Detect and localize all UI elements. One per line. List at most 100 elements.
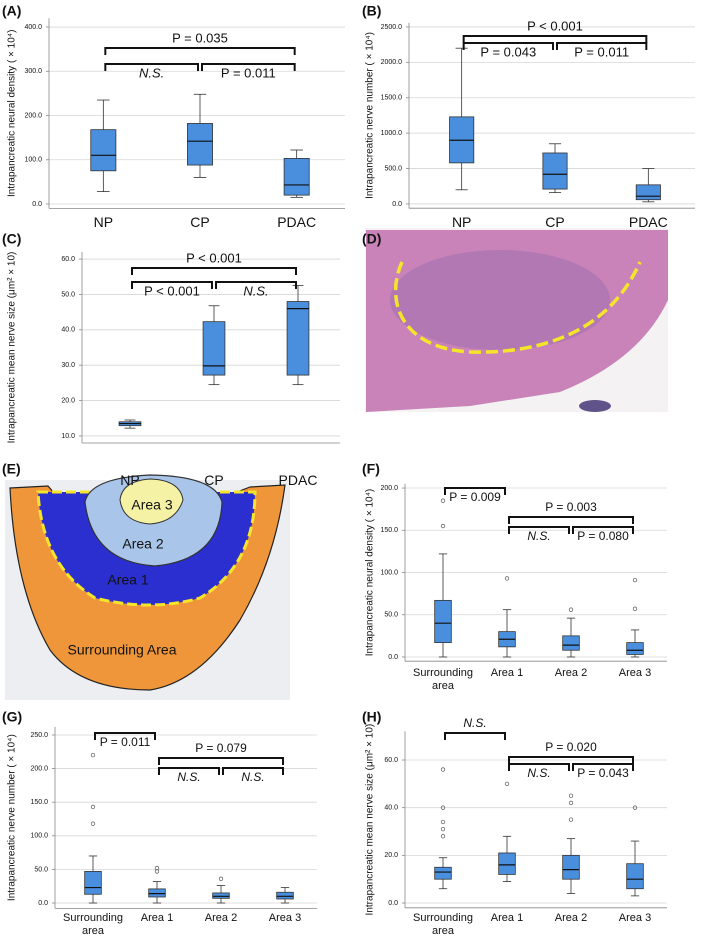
x-tick-label: Area 3 — [268, 912, 302, 924]
x-tick-label: NP — [120, 472, 140, 488]
y-tick-label: 2500.0 — [381, 24, 403, 31]
y-axis-label: Intrapancreatic mean nerve size (μm² × 1… — [365, 724, 376, 916]
box — [626, 863, 644, 890]
y-tick-label: 40.0 — [61, 327, 75, 334]
x-tick-label: Surrounding area — [413, 912, 473, 937]
x-tick-label: Area 3 — [618, 912, 652, 924]
y-tick-label: 150.0 — [30, 799, 48, 806]
area-map: Area 3 Area 2 Area 1 Surrounding Area — [5, 474, 290, 700]
outlier — [568, 607, 574, 612]
x-tick-label: Area 1 — [490, 667, 524, 679]
bracket — [508, 526, 570, 534]
panel-label: (A) — [2, 3, 21, 19]
outlier — [568, 793, 574, 798]
significance-label: P = 0.079 — [195, 741, 247, 755]
box — [434, 599, 452, 644]
region-label: Area 1 — [107, 572, 148, 588]
y-tick-label: 40.0 — [384, 805, 398, 812]
box — [148, 888, 166, 898]
y-tick-label: 50.0 — [34, 866, 48, 873]
box — [202, 321, 226, 376]
box — [562, 635, 580, 651]
bracket — [508, 756, 634, 764]
y-tick-label: 250.0 — [30, 732, 48, 739]
bracket — [572, 763, 634, 771]
bracket — [222, 767, 284, 775]
outlier — [154, 865, 160, 871]
significance-label: N.S. — [463, 716, 486, 730]
y-tick-label: 50.0 — [384, 612, 398, 619]
outlier — [440, 819, 446, 825]
x-tick-label: NP — [93, 214, 114, 230]
y-tick-label: 0.0 — [32, 201, 42, 208]
outlier — [440, 826, 446, 832]
x-tick-label: PDAC — [628, 214, 668, 230]
box — [187, 123, 213, 166]
box — [276, 891, 294, 900]
outlier — [90, 821, 96, 826]
outlier — [504, 781, 510, 786]
panel-label: (F) — [362, 461, 380, 477]
y-tick-label: 200.0 — [30, 765, 48, 772]
bracket — [572, 526, 634, 534]
y-tick-label: 2000.0 — [381, 59, 403, 66]
box — [84, 871, 102, 895]
box — [562, 854, 580, 880]
panel-label: (H) — [362, 709, 381, 725]
outlier — [632, 606, 638, 611]
y-axis-label: Intrapancreatic neural density ( × 10⁴) — [7, 30, 18, 197]
bracket — [462, 35, 648, 43]
y-tick-label: 20.0 — [61, 397, 75, 404]
x-tick-label: Area 2 — [554, 667, 588, 679]
box — [434, 866, 452, 880]
tumor-border — [393, 261, 642, 354]
y-tick-label: 30.0 — [61, 362, 75, 369]
bracket — [444, 732, 506, 740]
bracket — [94, 732, 156, 740]
bracket — [131, 281, 213, 289]
significance-label: P = 0.035 — [172, 30, 228, 45]
y-tick-label: 200.0 — [380, 485, 398, 492]
panel-label: (D) — [362, 231, 381, 247]
bracket — [462, 42, 554, 50]
bracket — [508, 763, 570, 771]
box — [498, 852, 516, 875]
significance-label: P = 0.020 — [545, 740, 597, 754]
significance-label: P = 0.080 — [577, 529, 629, 543]
bracket — [131, 267, 297, 275]
box — [286, 301, 310, 376]
x-tick-label: CP — [204, 472, 224, 488]
region-label: Area 3 — [131, 497, 172, 513]
box — [542, 152, 568, 190]
y-tick-label: 0.0 — [388, 654, 398, 661]
x-tick-label: CP — [190, 214, 210, 230]
bracket — [104, 63, 199, 71]
y-tick-label: 1500.0 — [381, 95, 403, 102]
y-tick-label: 0.0 — [38, 900, 48, 907]
region-label: Surrounding Area — [68, 642, 177, 658]
x-tick-label: PDAC — [277, 214, 317, 230]
bracket — [556, 42, 648, 50]
box — [635, 184, 661, 201]
significance-label: P = 0.009 — [449, 490, 501, 504]
y-axis-label: Intrapancreatic neural density ( × 10⁴) — [365, 489, 376, 656]
outlier — [90, 752, 96, 758]
outlier — [568, 817, 574, 822]
histology-image — [365, 228, 668, 412]
y-tick-label: 1000.0 — [381, 130, 403, 137]
y-tick-label: 100.0 — [30, 833, 48, 840]
x-tick-label: Area 2 — [554, 912, 588, 924]
significance-label: P = 0.003 — [545, 500, 597, 514]
x-tick-label: Area 3 — [618, 667, 652, 679]
box — [212, 892, 230, 899]
x-tick-label: Surrounding area — [413, 667, 473, 692]
y-axis-label: Intrapancreatic nerve number ( × 10⁴) — [365, 32, 376, 199]
x-tick-label: Area 1 — [140, 912, 174, 924]
y-tick-label: 60.0 — [61, 256, 75, 263]
x-tick-label: Area 1 — [490, 912, 524, 924]
y-tick-label: 100.0 — [24, 157, 42, 164]
significance-label: P < 0.001 — [527, 18, 583, 33]
y-axis-label: Intrapancreatic nerve number ( × 10⁴) — [7, 734, 18, 901]
outlier — [440, 767, 446, 772]
